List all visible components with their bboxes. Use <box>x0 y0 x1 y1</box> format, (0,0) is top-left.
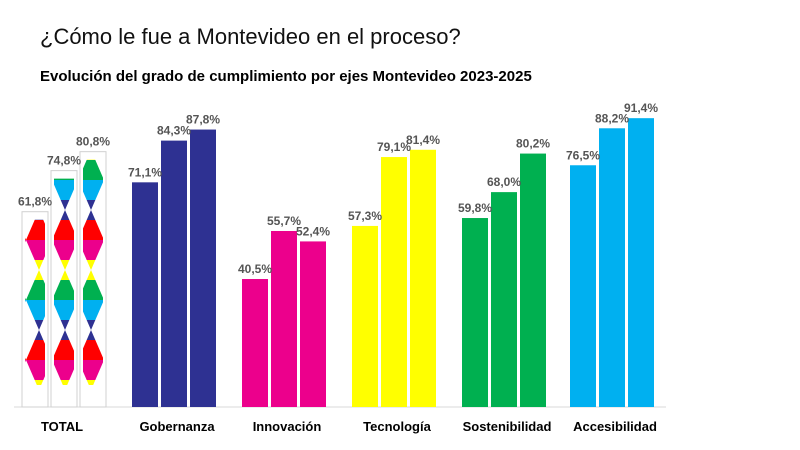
data-label-tecnologia-2024: 79,1% <box>377 140 411 154</box>
data-label-gobernanza-2024: 84,3% <box>157 124 191 138</box>
bar-total-2024 <box>54 178 74 385</box>
data-label-total-2025: 80,8% <box>76 135 110 149</box>
data-label-innovacion-2023: 40,5% <box>238 262 272 276</box>
bar-gobernanza-2025 <box>190 129 216 407</box>
data-label-gobernanza-2025: 87,8% <box>186 113 220 127</box>
bar-sostenibilidad-2023 <box>462 218 488 407</box>
chart-title: Evolución del grado de cumplimiento por … <box>40 68 532 85</box>
data-label-total-2023: 61,8% <box>18 195 52 209</box>
data-label-innovacion-2025: 52,4% <box>296 224 330 238</box>
bar-innovacion-2024 <box>271 230 297 407</box>
data-label-sostenibilidad-2025: 80,2% <box>516 137 550 151</box>
data-label-innovacion-2024: 55,7% <box>267 214 301 228</box>
category-label-total: TOTAL <box>41 419 83 434</box>
bar-accesibilidad-2023 <box>570 165 596 407</box>
bar-sostenibilidad-2025 <box>520 153 546 407</box>
slide-title: ¿Cómo le fue a Montevideo en el proceso? <box>40 24 461 49</box>
category-label-tecnologia: Tecnología <box>363 419 431 434</box>
category-label-gobernanza: Gobernanza <box>139 419 215 434</box>
data-label-accesibilidad-2024: 88,2% <box>595 111 629 125</box>
category-label-accesibilidad: Accesibilidad <box>573 419 657 434</box>
data-label-accesibilidad-2023: 76,5% <box>566 148 600 162</box>
bar-sostenibilidad-2024 <box>491 192 517 407</box>
bar-tecnologia-2023 <box>352 225 378 407</box>
bar-innovacion-2025 <box>300 241 326 407</box>
category-label-sostenibilidad: Sostenibilidad <box>463 419 552 434</box>
data-label-sostenibilidad-2023: 59,8% <box>458 201 492 215</box>
bar-accesibilidad-2024 <box>599 128 625 407</box>
data-label-accesibilidad-2025: 91,4% <box>624 101 658 115</box>
data-label-gobernanza-2023: 71,1% <box>128 165 162 179</box>
data-label-sostenibilidad-2024: 68,0% <box>487 175 521 189</box>
bar-tecnologia-2024 <box>381 157 407 407</box>
data-label-total-2024: 74,8% <box>47 154 81 168</box>
bar-total-2023 <box>25 219 45 385</box>
category-label-innovacion: Innovación <box>253 419 322 434</box>
bar-tecnologia-2025 <box>410 149 436 407</box>
data-label-tecnologia-2023: 57,3% <box>348 209 382 223</box>
bar-accesibilidad-2025 <box>628 118 654 408</box>
bar-gobernanza-2023 <box>132 182 158 407</box>
data-label-tecnologia-2025: 81,4% <box>406 133 440 147</box>
bar-gobernanza-2024 <box>161 140 187 407</box>
bar-total-2025 <box>83 159 103 385</box>
bar-innovacion-2023 <box>242 279 268 407</box>
